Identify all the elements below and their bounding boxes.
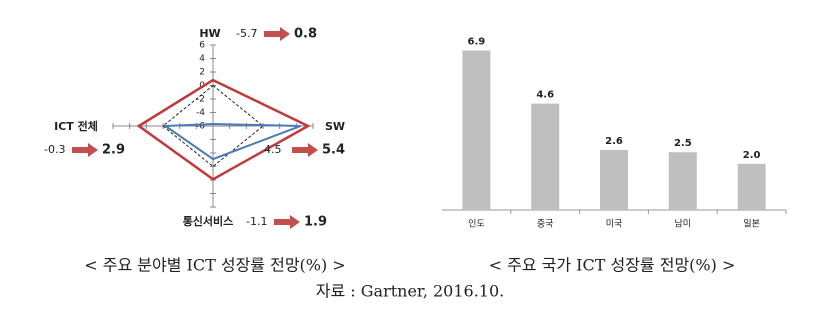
value-label: 4.5 [264,143,282,156]
y-tick-label: -6 [196,122,205,132]
bar [531,103,560,210]
arrow-icon [274,215,300,229]
x-tick-label: 남미 [675,219,692,230]
axis-label: 통신서비스 [183,214,234,228]
y-tick-label: 6 [199,41,205,51]
x-tick-label: 일본 [743,219,760,230]
series-line [162,122,301,161]
bar [737,163,766,210]
value-label: 2.5 [674,138,692,149]
bar [462,50,491,210]
value-label: -1.1 [246,215,267,228]
value-label: 2.9 [102,143,125,158]
axis-label: ICT 전체 [54,119,98,133]
value-label: 6.9 [468,36,486,47]
reference-line [162,84,264,168]
value-label: -0.3 [44,143,65,156]
x-tick-label: 미국 [606,219,623,230]
y-tick-label: -2 [196,95,205,105]
x-tick-label: 인도 [468,219,485,230]
value-label: 5.4 [322,143,345,158]
arrow-icon [72,143,98,157]
value-label: 2.0 [743,150,761,161]
value-label: -5.7 [236,27,257,40]
series-line [136,78,311,181]
y-tick-label: 4 [199,54,205,64]
bar [668,152,697,210]
source-note: 자료 : Gartner, 2016.10. [316,282,505,301]
arrow-icon [264,27,290,41]
value-label: 1.9 [304,215,327,230]
y-tick-label: 2 [199,68,205,78]
value-label: 0.8 [294,27,317,42]
axis-label: HW [199,27,220,40]
chart-title: < 주요 국가 ICT 성장률 전망(%) > [489,256,736,275]
value-label: 2.6 [605,136,623,147]
chart-title: < 주요 분야별 ICT 성장률 전망(%) > [84,256,345,275]
bar [600,149,628,210]
arrow-icon [292,143,318,157]
x-tick-label: 중국 [537,219,554,230]
axis-label: SW [325,120,345,133]
value-label: 4.6 [536,90,554,101]
y-tick-label: -4 [196,108,205,118]
